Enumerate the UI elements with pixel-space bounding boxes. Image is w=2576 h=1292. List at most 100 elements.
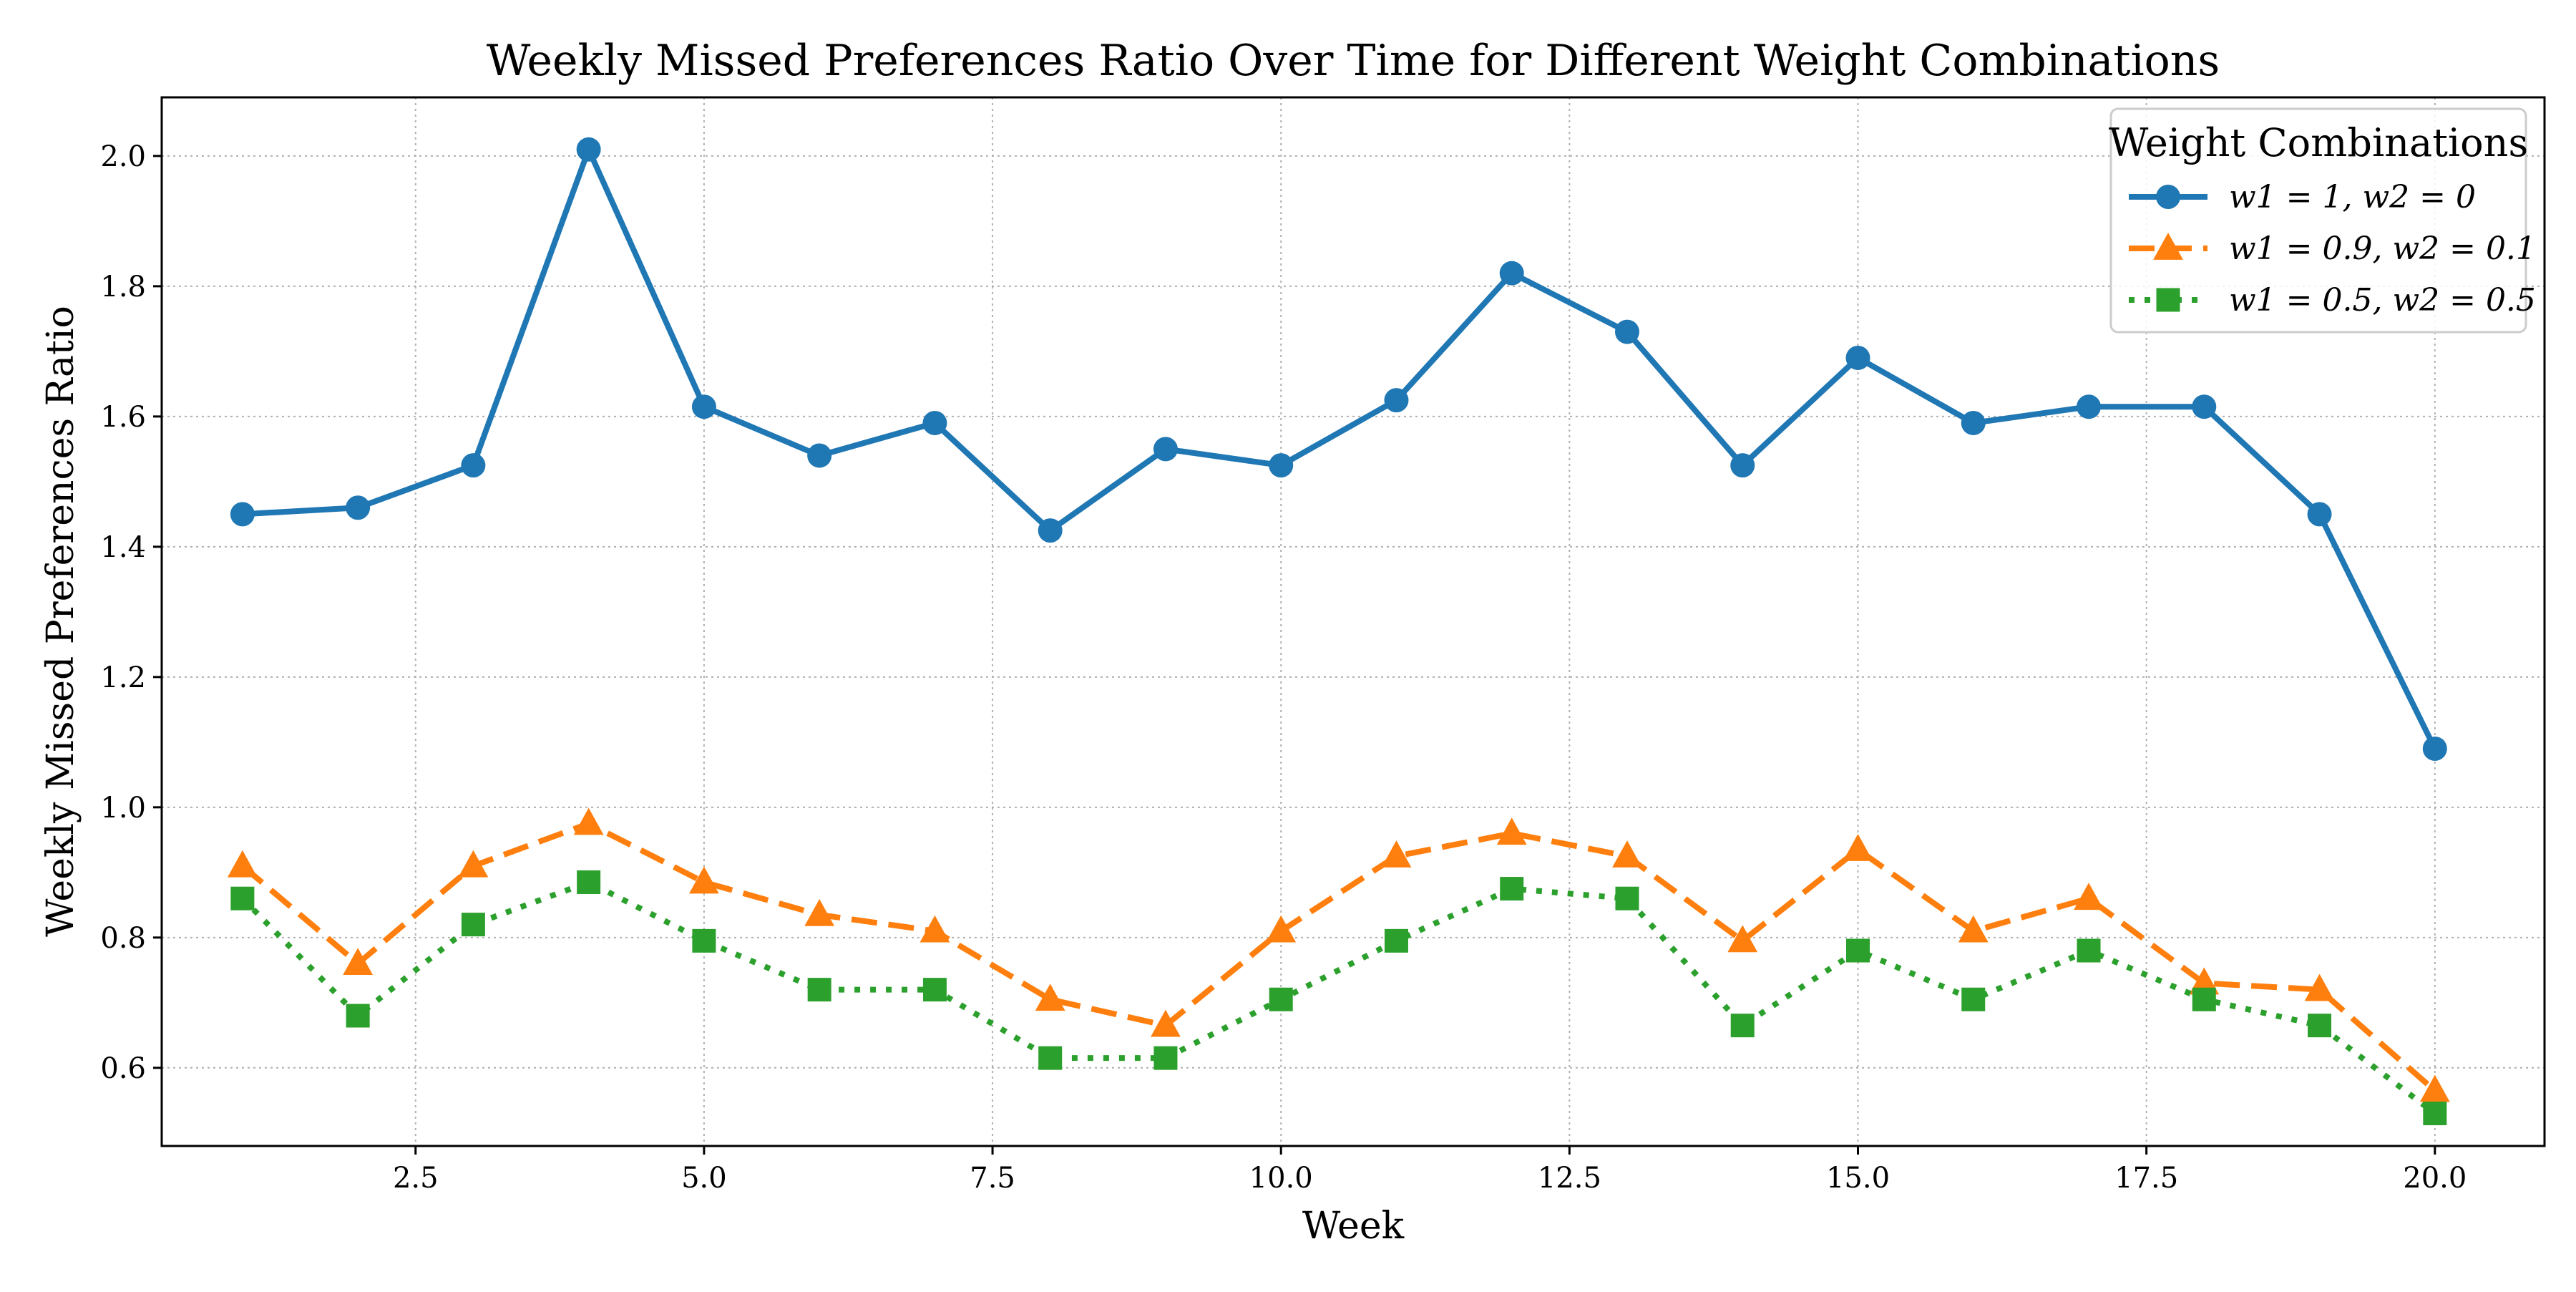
x-tick-label: 15.0 bbox=[1826, 1162, 1890, 1195]
y-tick-label: 1.6 bbox=[100, 401, 146, 434]
data-point bbox=[1612, 840, 1642, 868]
data-point bbox=[1846, 938, 1870, 963]
data-point bbox=[2304, 973, 2335, 1001]
data-point bbox=[1845, 345, 1870, 370]
data-point bbox=[1038, 518, 1063, 543]
data-point bbox=[807, 443, 832, 468]
data-point bbox=[1035, 983, 1065, 1011]
data-point bbox=[691, 394, 716, 419]
legend-label: w1 = 0.9, w2 = 0.1 bbox=[2229, 230, 2536, 267]
data-point bbox=[1500, 877, 1524, 901]
data-point bbox=[1961, 410, 1986, 435]
data-point bbox=[1384, 928, 1408, 953]
data-point bbox=[2423, 1102, 2447, 1126]
data-point bbox=[230, 886, 255, 910]
data-point bbox=[2192, 987, 2216, 1011]
data-point bbox=[573, 807, 604, 835]
series-3 bbox=[230, 870, 2447, 1126]
data-point bbox=[1730, 1014, 1755, 1038]
chart-title: Weekly Missed Preferences Ratio Over Tim… bbox=[487, 36, 2220, 86]
grid bbox=[162, 97, 2545, 1146]
ticks: 2.5 5.0 7.5 10.0 12.5 15.0 17.5 20.0 0.6 0.8 1.0 1.… bbox=[100, 140, 2467, 1195]
legend-entries: w1 = 1, w2 = 0 w1 = 0.9, w2 = 0.1 w1 = 0.5… bbox=[2129, 179, 2536, 319]
legend-marker bbox=[2156, 288, 2180, 312]
x-tick-label: 2.5 bbox=[393, 1162, 439, 1195]
data-point bbox=[919, 915, 950, 943]
data-point bbox=[1151, 1009, 1181, 1037]
data-point bbox=[1496, 817, 1527, 845]
series-1 bbox=[230, 137, 2447, 761]
x-tick-label: 17.5 bbox=[2114, 1162, 2178, 1195]
data-point bbox=[2074, 883, 2104, 910]
data-point bbox=[458, 850, 489, 878]
y-tick-label: 1.0 bbox=[100, 792, 146, 825]
y-tick-label: 2.0 bbox=[100, 140, 146, 173]
legend-entry: w1 = 0.9, w2 = 0.1 bbox=[2129, 230, 2536, 267]
x-tick-label: 20.0 bbox=[2403, 1162, 2467, 1195]
data-point bbox=[804, 898, 835, 926]
series-line bbox=[240, 879, 2437, 1116]
y-tick-label: 1.2 bbox=[100, 661, 146, 694]
x-axis-label: Week bbox=[1302, 1205, 1405, 1248]
y-tick-label: 0.6 bbox=[100, 1052, 146, 1085]
data-point bbox=[1843, 833, 1873, 861]
data-point bbox=[689, 866, 719, 894]
data-point bbox=[922, 410, 947, 435]
data-point bbox=[2308, 1014, 2332, 1038]
x-tick-label: 7.5 bbox=[970, 1162, 1015, 1195]
data-point bbox=[1269, 453, 1294, 478]
data-point bbox=[1038, 1046, 1063, 1070]
data-point bbox=[346, 1004, 370, 1028]
data-point bbox=[2419, 1074, 2450, 1102]
data-point bbox=[2077, 394, 2102, 419]
data-point bbox=[1615, 886, 1639, 910]
data-point bbox=[2077, 938, 2101, 963]
data-point bbox=[1381, 840, 1412, 868]
legend-label: w1 = 1, w2 = 0 bbox=[2229, 179, 2476, 215]
legend-label: w1 = 0.5, w2 = 0.5 bbox=[2229, 282, 2536, 319]
legend-box bbox=[2109, 107, 2527, 334]
data-point bbox=[461, 913, 485, 937]
data-point bbox=[2307, 502, 2332, 527]
data-point bbox=[1153, 1046, 1178, 1070]
x-tick-label: 5.0 bbox=[681, 1162, 727, 1195]
data-point bbox=[230, 502, 255, 527]
data-point bbox=[1961, 987, 1986, 1011]
data-point bbox=[2422, 736, 2447, 761]
data-point bbox=[922, 978, 947, 1002]
series-line bbox=[242, 146, 2438, 750]
data-point bbox=[461, 453, 486, 478]
data-point bbox=[1727, 925, 1758, 953]
data-point bbox=[577, 870, 601, 894]
data-point bbox=[2192, 394, 2217, 419]
y-tick-label: 1.4 bbox=[100, 531, 146, 564]
data-point bbox=[807, 978, 831, 1002]
plot-frame bbox=[160, 96, 2546, 1147]
data-point bbox=[576, 137, 601, 162]
data-point bbox=[692, 928, 716, 953]
data-point bbox=[346, 495, 371, 520]
data-point bbox=[1730, 453, 1755, 478]
data-point bbox=[1266, 915, 1297, 943]
y-tick-label: 1.8 bbox=[100, 271, 146, 303]
data-point bbox=[1153, 437, 1178, 462]
data-point bbox=[1958, 915, 1989, 943]
legend: Weight Combinations w1 = 1, w2 = 0 w1 = 0… bbox=[2109, 107, 2536, 334]
data-point bbox=[227, 850, 258, 878]
data-point bbox=[1384, 388, 1409, 413]
y-axis-label: Weekly Missed Preferences Ratio bbox=[39, 306, 82, 937]
data-point bbox=[343, 948, 374, 976]
x-tick-label: 12.5 bbox=[1538, 1162, 1601, 1195]
legend-entry: w1 = 0.5, w2 = 0.5 bbox=[2129, 282, 2536, 319]
data-point bbox=[1614, 319, 1639, 344]
legend-title: Weight Combinations bbox=[2109, 120, 2528, 165]
data-point bbox=[1499, 261, 1524, 286]
series-layer bbox=[227, 137, 2450, 1126]
data-point bbox=[1269, 987, 1293, 1011]
series-line bbox=[240, 820, 2437, 1093]
legend-marker bbox=[2153, 233, 2183, 260]
x-tick-label: 10.0 bbox=[1249, 1162, 1313, 1195]
y-tick-label: 0.8 bbox=[100, 922, 146, 955]
